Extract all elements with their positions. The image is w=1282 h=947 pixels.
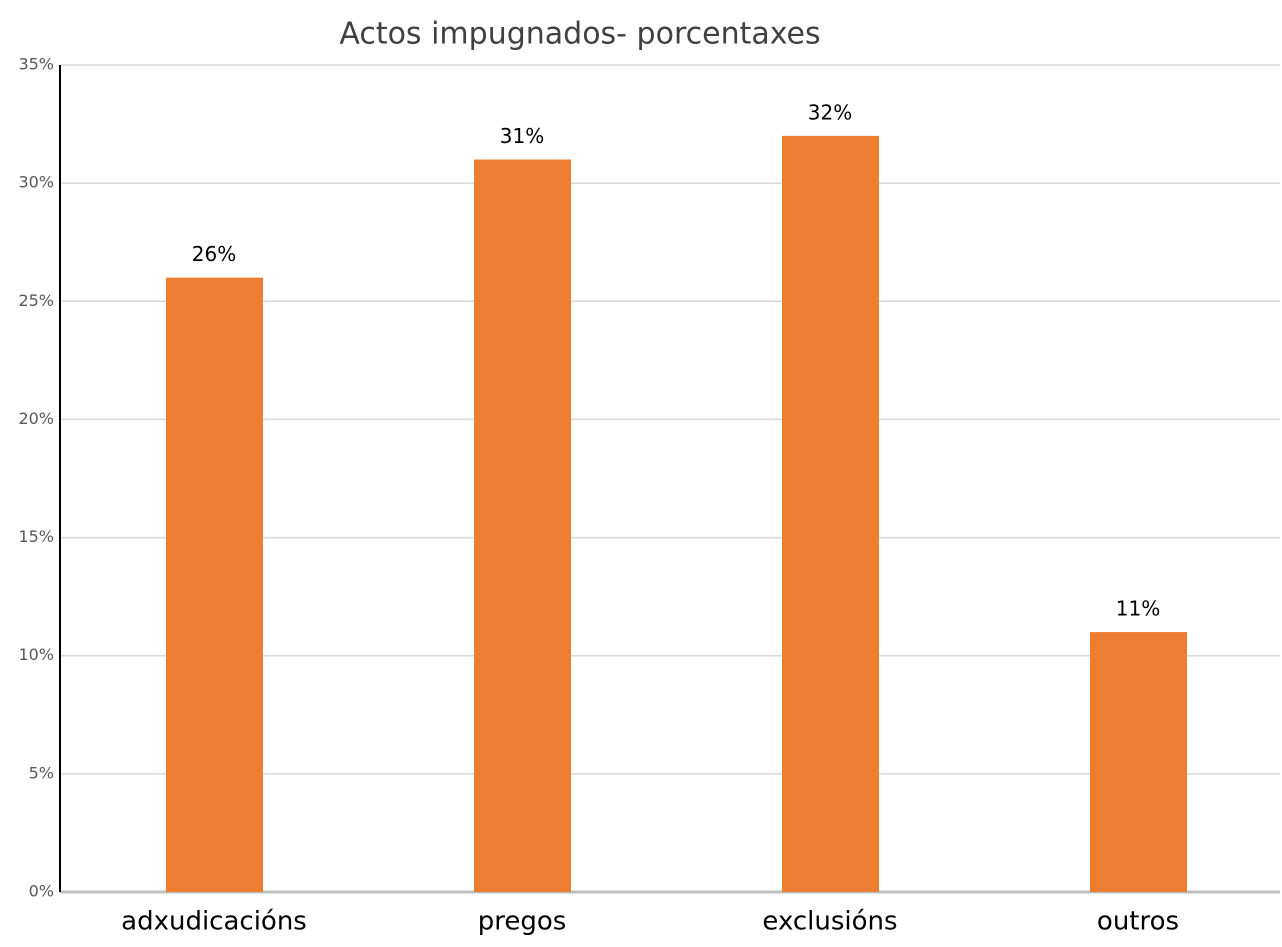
bar [1090,632,1187,892]
y-tick-label: 0% [29,882,54,901]
value-label: 11% [1116,597,1160,621]
chart-title: Actos impugnados- porcentaxes [339,17,820,52]
y-tick-label: 20% [18,409,54,428]
x-tick-label: adxudicacións [121,907,307,937]
x-tick-label: outros [1097,907,1179,937]
y-tick-label: 10% [18,645,54,664]
y-tick-label: 15% [18,527,54,546]
value-label: 31% [500,124,544,148]
y-tick-label: 25% [18,291,54,310]
y-tick-label: 35% [18,55,54,74]
value-label: 26% [192,242,236,266]
y-tick-label: 5% [29,763,54,782]
bar [474,159,571,892]
value-label: 32% [808,100,852,124]
y-tick-label: 30% [18,173,54,192]
bar [166,277,263,893]
bar [782,135,879,892]
x-tick-label: exclusións [762,907,897,937]
x-tick-label: pregos [478,907,567,937]
